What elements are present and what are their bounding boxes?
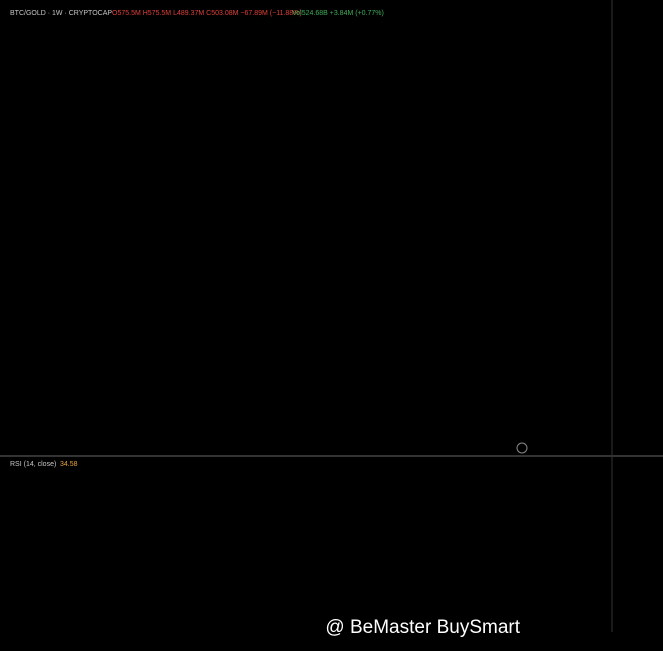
- header-volume: Vol524.68B +3.84M (+0.77%): [292, 10, 384, 17]
- watermark: @ BeMaster BuySmart: [325, 617, 520, 638]
- rsi-legend-value: 34.58: [60, 461, 78, 468]
- header-ohlc: O575.5M H575.5M L489.37M C503.08M −67.89…: [112, 10, 302, 17]
- chart-title: BTC/GOLD · 1W · CRYPTOCAP: [10, 10, 112, 17]
- scroll-icon[interactable]: [516, 442, 528, 454]
- rsi-legend: RSI (14, close): [10, 461, 56, 468]
